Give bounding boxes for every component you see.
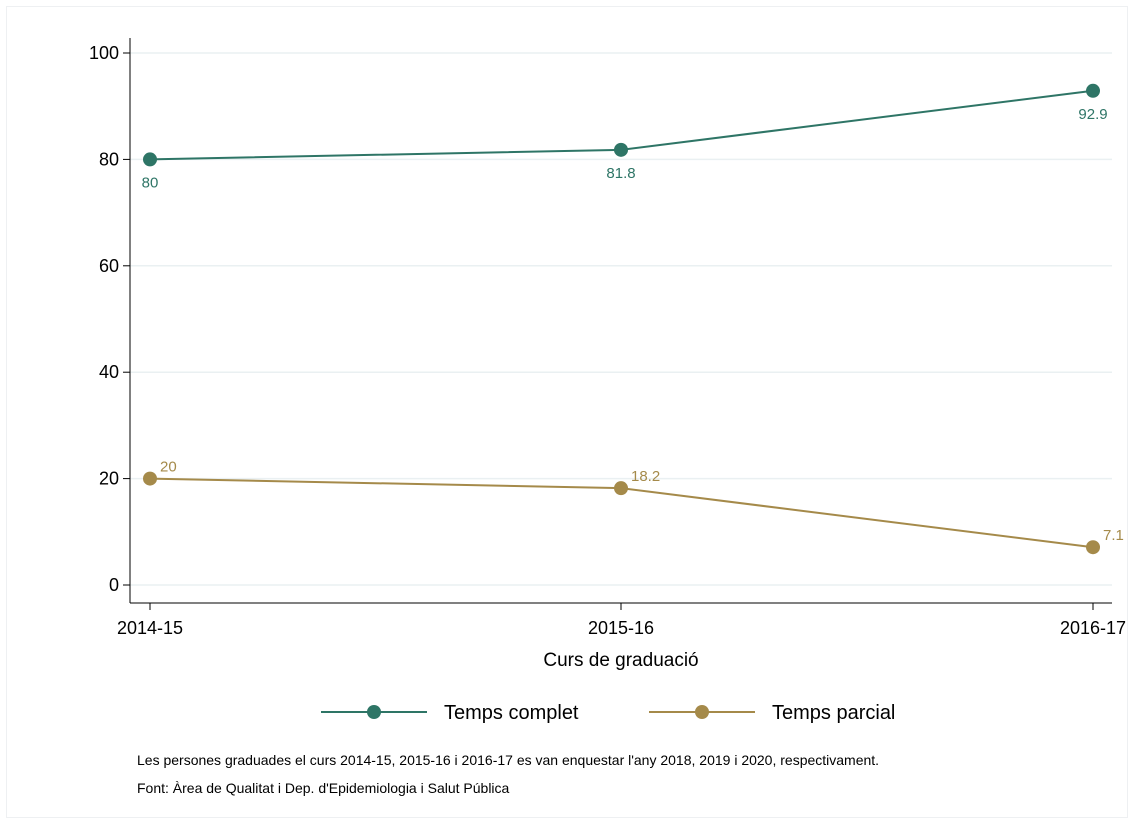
y-tick-label: 80 bbox=[99, 149, 119, 169]
data-label: 20 bbox=[160, 459, 177, 476]
legend-label: Temps parcial bbox=[772, 702, 895, 724]
data-label: 18.2 bbox=[631, 468, 660, 485]
y-tick-label: 60 bbox=[99, 256, 119, 276]
legend: Temps complet Temps parcial bbox=[321, 702, 895, 724]
y-tick-label: 0 bbox=[109, 575, 119, 595]
footnote-source: Font: Àrea de Qualitat i Dep. d'Epidemio… bbox=[137, 780, 510, 796]
legend-marker bbox=[367, 705, 381, 719]
data-point bbox=[1086, 83, 1100, 98]
axes: 0 20 40 60 80 100 2014-15 2015-16 2016-17 bbox=[89, 38, 1126, 638]
x-tick-label: 2015-16 bbox=[588, 618, 654, 638]
data-labels: 80 81.8 92.9 20 18.2 7.1 bbox=[142, 106, 1124, 544]
y-tick-label: 40 bbox=[99, 362, 119, 382]
legend-label: Temps complet bbox=[444, 702, 579, 724]
data-label: 81.8 bbox=[606, 165, 635, 182]
data-label: 80 bbox=[142, 174, 159, 191]
data-label: 92.9 bbox=[1078, 106, 1107, 123]
chart-frame bbox=[6, 6, 1128, 818]
data-point bbox=[614, 142, 628, 157]
y-tick-label: 100 bbox=[89, 43, 119, 63]
legend-marker bbox=[695, 705, 709, 719]
data-point bbox=[143, 471, 157, 486]
data-point bbox=[614, 481, 628, 496]
grid-lines bbox=[130, 52, 1112, 586]
footnote-survey: Les persones graduades el curs 2014-15, … bbox=[137, 752, 880, 768]
data-point bbox=[143, 152, 157, 167]
data-point bbox=[1086, 540, 1100, 555]
data-label: 7.1 bbox=[1103, 527, 1124, 544]
series-group bbox=[143, 83, 1100, 555]
x-tick-label: 2016-17 bbox=[1060, 618, 1126, 638]
x-axis-title: Curs de graduació bbox=[543, 650, 698, 671]
x-tick-label: 2014-15 bbox=[117, 618, 183, 638]
y-tick-label: 20 bbox=[99, 469, 119, 489]
